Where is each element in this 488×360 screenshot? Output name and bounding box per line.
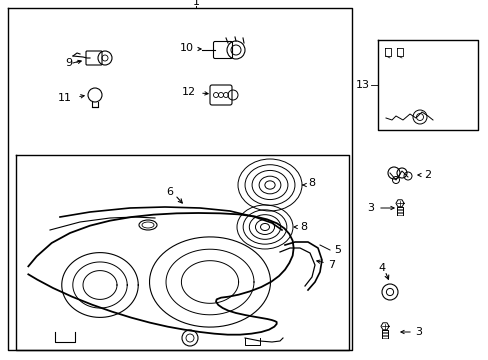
Text: 7: 7 (327, 260, 334, 270)
Text: 4: 4 (378, 263, 385, 273)
Text: 8: 8 (299, 222, 306, 232)
Text: 9: 9 (65, 58, 72, 68)
Text: 1: 1 (192, 0, 199, 7)
Text: 11: 11 (58, 93, 72, 103)
Polygon shape (395, 200, 403, 207)
Text: 13: 13 (355, 80, 369, 90)
Text: 3: 3 (414, 327, 421, 337)
Polygon shape (380, 323, 388, 330)
Text: 6: 6 (166, 187, 173, 197)
Text: 3: 3 (366, 203, 373, 213)
Text: 2: 2 (423, 170, 430, 180)
Text: 10: 10 (180, 43, 194, 53)
Text: 12: 12 (182, 87, 196, 97)
Circle shape (386, 288, 393, 296)
Circle shape (182, 330, 198, 346)
Circle shape (381, 284, 397, 300)
Circle shape (185, 334, 194, 342)
Text: 5: 5 (333, 245, 340, 255)
Text: 8: 8 (307, 178, 314, 188)
